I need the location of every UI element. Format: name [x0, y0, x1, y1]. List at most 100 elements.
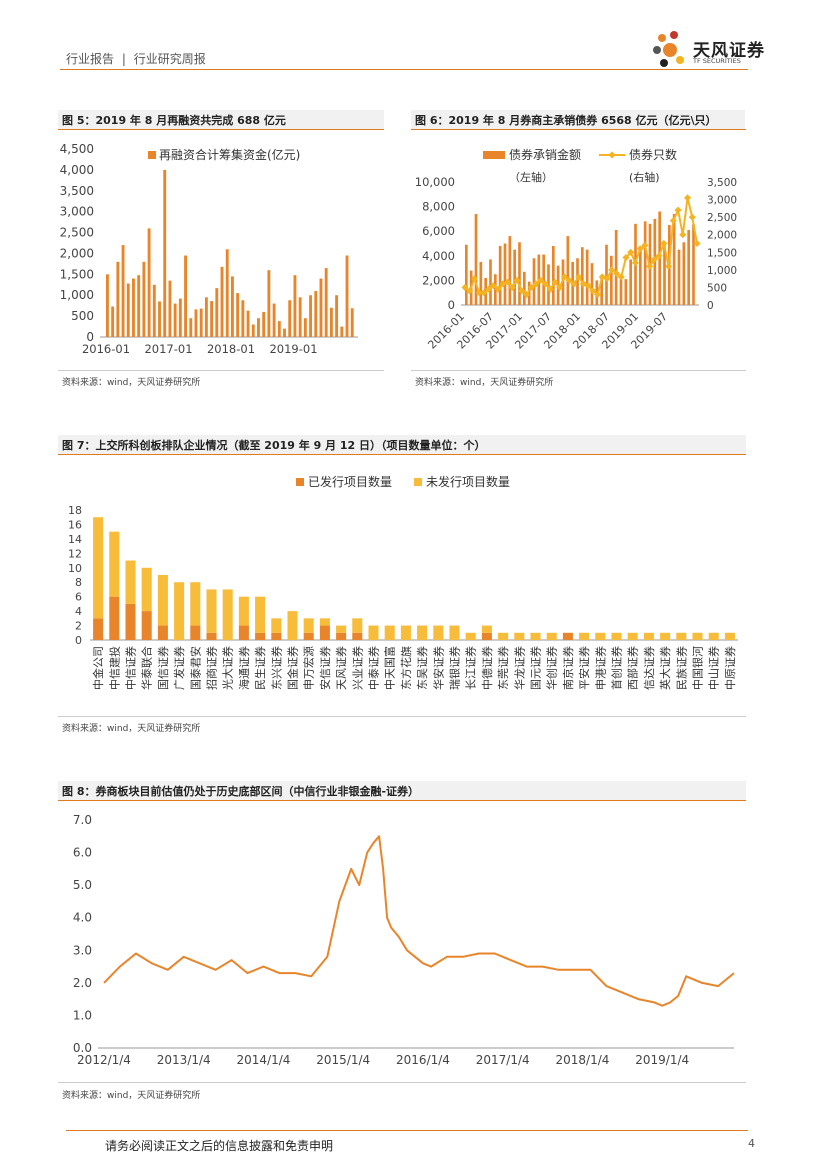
fig6-bar [552, 245, 555, 305]
fig6-y-left-tick: 0 [448, 298, 455, 312]
report-type: 行业报告 [66, 52, 115, 66]
fig6-bar [479, 261, 483, 305]
fig6-point [631, 259, 639, 267]
fig7-bar-pending [579, 632, 590, 640]
fig5-bar [293, 275, 297, 337]
fig7-bar-issued [319, 625, 330, 640]
fig7-bar-issued [157, 625, 168, 640]
fig5-bar [231, 276, 234, 337]
fig5-bar [173, 303, 177, 337]
fig7-bar-pending [368, 625, 379, 640]
fig6-point [693, 239, 701, 248]
fig7-x-tick: 东兴证券 [269, 646, 283, 690]
report-subtype: 行业研究周报 [133, 52, 206, 66]
fig7-bar-issued [206, 632, 217, 640]
fig8-y-tick: 2.0 [73, 976, 92, 990]
fig8-caption: 图 8：券商板块目前估值仍处于历史底部区间（中信行业非银金融-证券） [58, 781, 746, 801]
fig7-bar-pending [708, 632, 719, 640]
fig7-bar-issued [336, 632, 347, 640]
fig7-x-tick: 中信建投 [107, 646, 121, 690]
fig6-point [560, 273, 568, 281]
fig8-y-tick: 7.0 [73, 813, 92, 827]
fig7-bar-issued [562, 632, 573, 640]
fig5-bar [246, 310, 250, 337]
fig7-y-tick: 8 [75, 576, 82, 589]
fig7-y-tick: 12 [68, 547, 82, 560]
fig6-legend-line-label: 债券只数 [629, 147, 677, 162]
fig7-bar-pending [530, 632, 541, 640]
fig8-x-tick: 2018/1/4 [556, 1053, 610, 1067]
fig5-x-tick: 2018-01 [207, 342, 255, 356]
fig8-caption-rule [58, 800, 746, 801]
fig6-bar [629, 259, 632, 305]
fig8-line [103, 835, 735, 1007]
fig7-x-tick: 信达证券 [642, 646, 656, 690]
fig5-bar [324, 268, 328, 337]
fig5-bar [340, 326, 344, 337]
fig8-source: 资料来源：wind，天风证券研究所 [62, 1091, 201, 1101]
fig5-bar [267, 270, 271, 337]
fig7-x-tick: 平安证券 [577, 646, 591, 690]
fig5-bar [137, 275, 141, 337]
fig7-bar-pending [190, 582, 201, 626]
page-number: 4 [748, 1137, 755, 1150]
fig6-bar [581, 247, 584, 305]
fig6-point [650, 255, 658, 263]
fig7-y-tick: 6 [75, 591, 82, 604]
fig5-bar [272, 303, 276, 337]
fig5-bar [132, 278, 135, 337]
fig5-bar [335, 295, 339, 337]
fig7-x-tick: 华安证券 [431, 646, 445, 690]
fig8-x-tick: 2015/1/4 [316, 1053, 370, 1067]
fig6-bar [692, 224, 695, 305]
fig5-bar [142, 261, 146, 337]
fig7-legend-issued-swatch [296, 478, 304, 486]
fig6-legend-bar-swatch [483, 151, 505, 159]
fig7-x-tick: 中信证券 [124, 646, 138, 690]
fig7-bar-issued [238, 625, 249, 640]
fig5-x-tick: 2019-01 [269, 342, 317, 356]
fig5-y-tick: 500 [71, 309, 94, 323]
fig7-bar-pending [93, 517, 104, 619]
fig5-bar [262, 311, 266, 337]
fig6-source-rule [411, 370, 746, 371]
fig6-bar [508, 236, 512, 305]
fig5-bar [319, 278, 323, 337]
fig6-point [608, 266, 616, 274]
fig6-y-right-tick: 1,000 [707, 265, 737, 277]
fig7-y-tick: 4 [75, 605, 82, 618]
fig7-legend-pending-swatch [414, 478, 422, 486]
fig6-point [470, 275, 479, 283]
fig7-bar-pending [319, 618, 330, 626]
fig5-bar [345, 255, 349, 337]
fig6-bar [687, 229, 690, 305]
fig5-bar [215, 288, 219, 337]
fig6-bar [619, 279, 623, 305]
fig6-bar [614, 229, 618, 305]
fig6-point [660, 239, 668, 248]
fig6-bar [682, 242, 686, 305]
fig5-bar [225, 249, 229, 337]
fig5-bar [106, 274, 109, 337]
fig6-legend-line-note: (右轴) [629, 170, 660, 184]
fig6-bar [590, 263, 594, 305]
fig6-bar [465, 244, 468, 305]
fig8-chart: 0.0 1.0 2.0 3.0 4.0 5.0 6.0 7.0 2012/1/4 2013/1/4… [73, 813, 735, 1067]
fig5-bar [241, 300, 245, 337]
footer-rule [66, 1130, 748, 1131]
logo-subtext: TF SECURITIES [693, 57, 741, 65]
fig8-x-tick: 2019/1/4 [635, 1053, 689, 1067]
fig7-legend-issued-label: 已发行项目数量 [308, 474, 392, 489]
fig8-x-tick: 2016/1/4 [396, 1053, 450, 1067]
fig5-y-tick: 3,500 [60, 184, 94, 198]
fig7-bar-issued [125, 603, 136, 640]
fig7-bar-pending [384, 625, 395, 640]
fig5-bar [189, 318, 193, 337]
fig6-point [665, 262, 673, 270]
fig7-bar-pending [400, 625, 411, 640]
fig5-bar [199, 308, 203, 337]
fig5-bar [298, 297, 302, 337]
fig6-caption-rule [411, 129, 746, 130]
fig6-y-right-tick: 3,500 [707, 177, 737, 189]
fig6-bar [513, 249, 516, 305]
